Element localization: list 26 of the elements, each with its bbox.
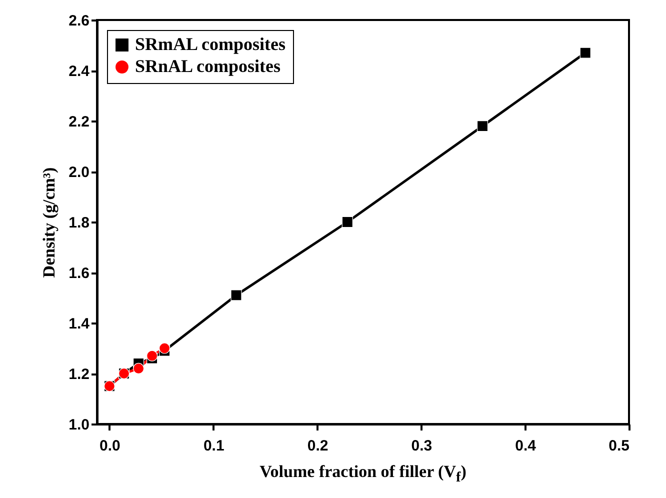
point xyxy=(342,216,353,228)
point xyxy=(580,47,591,58)
y-tick-label: 1.2 xyxy=(68,366,90,383)
y-tick-label: 1.8 xyxy=(68,214,90,232)
y-tick-label: 2.2 xyxy=(68,114,90,130)
x-axis-title: Volume fraction of filler (V$_{f}$) xyxy=(258,462,468,486)
y-tick-label: 1.6 xyxy=(68,265,90,282)
x-tick-label: 0.4 xyxy=(515,438,537,454)
y-tick-label: 1.4 xyxy=(68,316,90,332)
point xyxy=(158,342,170,354)
x-tick-label: 0.2 xyxy=(307,438,328,454)
y-tick-label: 2.6 xyxy=(68,12,90,30)
y-tick-label: 2.4 xyxy=(68,63,90,80)
y-tick-label: 1.0 xyxy=(68,416,90,434)
point xyxy=(230,290,242,301)
x-tick-label: 0.3 xyxy=(411,438,432,454)
legend-label: SRnAL composites xyxy=(135,56,281,76)
point xyxy=(146,350,158,362)
point xyxy=(476,120,488,132)
y-axis-title: Density (g/cm³) xyxy=(40,167,59,278)
x-tick-label: 0.0 xyxy=(100,438,120,454)
y-tick-label: 2.0 xyxy=(68,164,90,181)
point xyxy=(133,362,144,374)
x-tick-label: 0.5 xyxy=(608,438,630,454)
legend-label: SRmAL composites xyxy=(135,34,286,54)
x-tick-label: 0.1 xyxy=(203,438,224,454)
